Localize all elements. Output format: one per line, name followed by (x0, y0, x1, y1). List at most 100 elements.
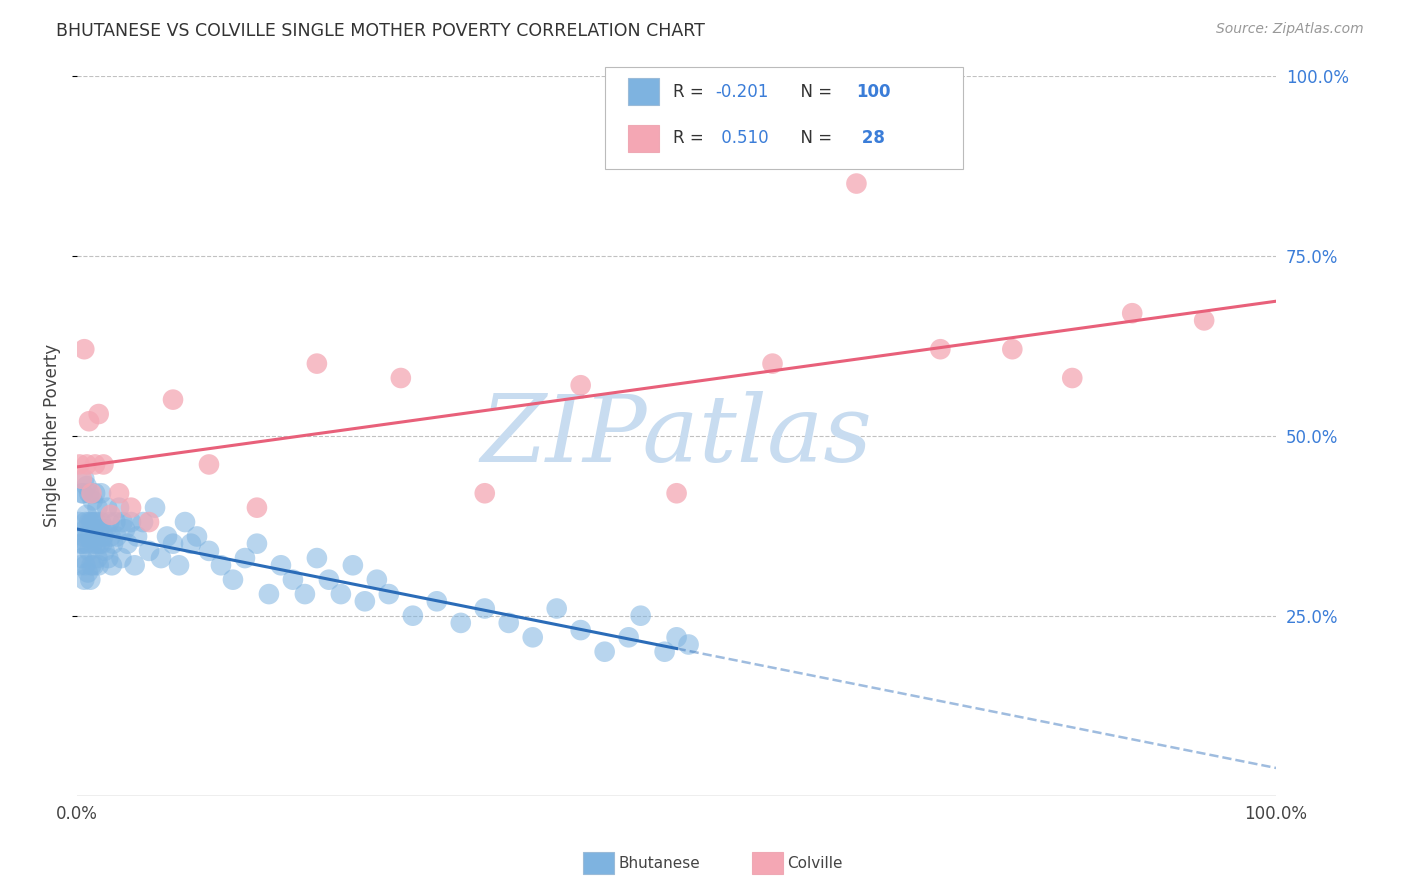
Point (75, 558, 97, 573)
Point (108, 500, 131, 515)
Point (75, 522, 97, 536)
Point (87, 522, 110, 536)
Point (86, 551, 108, 566)
Point (593, 645, 616, 659)
Point (117, 537, 139, 551)
Text: R =: R = (673, 83, 710, 101)
Point (84, 515, 107, 529)
Point (180, 537, 202, 551)
Point (76, 458, 98, 472)
Point (73, 342, 96, 356)
Point (72, 529, 94, 543)
Point (845, 177, 868, 191)
Point (630, 608, 652, 623)
Point (76, 508, 98, 522)
Point (70, 472, 93, 486)
Point (162, 537, 184, 551)
Point (91, 537, 114, 551)
Text: 28: 28 (856, 129, 886, 147)
Point (90, 515, 112, 529)
Point (104, 515, 127, 529)
Point (474, 486, 496, 500)
Point (198, 544, 221, 558)
Point (353, 594, 375, 608)
Point (143, 500, 166, 515)
Point (93, 458, 115, 472)
Point (329, 587, 352, 601)
Point (111, 515, 134, 529)
Point (246, 500, 269, 515)
Point (84, 537, 107, 551)
Point (305, 551, 328, 566)
Point (222, 573, 245, 587)
Point (1121, 306, 1143, 320)
Point (114, 522, 136, 536)
Point (84, 529, 107, 543)
Point (120, 515, 142, 529)
Point (82, 493, 104, 508)
Y-axis label: Single Mother Poverty: Single Mother Poverty (44, 344, 60, 527)
Point (389, 371, 412, 385)
Point (98, 515, 121, 529)
Point (569, 623, 592, 637)
Point (402, 608, 425, 623)
Point (76, 479, 98, 493)
Point (569, 378, 592, 392)
Point (77, 544, 100, 558)
Point (77, 486, 100, 500)
Point (156, 529, 179, 543)
Point (378, 587, 401, 601)
Point (93, 529, 115, 543)
Point (125, 529, 148, 543)
Point (929, 342, 952, 356)
Point (87, 558, 110, 573)
Point (72, 486, 94, 500)
Point (76, 537, 98, 551)
Point (318, 573, 340, 587)
Point (522, 630, 544, 644)
Point (342, 558, 364, 573)
Text: -0.201: -0.201 (716, 83, 769, 101)
Point (84, 486, 107, 500)
Point (366, 573, 388, 587)
Point (108, 486, 131, 500)
Point (70, 486, 93, 500)
Point (83, 515, 105, 529)
Point (72, 537, 94, 551)
Point (1192, 313, 1215, 327)
Point (305, 357, 328, 371)
Point (89, 537, 111, 551)
Point (665, 630, 688, 644)
Point (498, 615, 520, 630)
Text: ZIPatlas: ZIPatlas (481, 391, 873, 481)
Point (73, 472, 96, 486)
Point (79, 529, 101, 543)
Point (80, 558, 103, 573)
Point (70, 551, 93, 566)
Point (110, 551, 132, 566)
Text: Source: ZipAtlas.com: Source: ZipAtlas.com (1216, 22, 1364, 37)
Point (97, 551, 120, 566)
Text: N =: N = (790, 83, 838, 101)
Point (77, 515, 100, 529)
Point (654, 645, 676, 659)
Point (93, 544, 115, 558)
Point (138, 544, 160, 558)
Point (105, 529, 128, 543)
Point (150, 551, 173, 566)
Point (474, 601, 496, 615)
Point (77, 566, 100, 580)
Text: BHUTANESE VS COLVILLE SINGLE MOTHER POVERTY CORRELATION CHART: BHUTANESE VS COLVILLE SINGLE MOTHER POVE… (56, 22, 706, 40)
Point (77, 529, 100, 543)
Point (94, 522, 117, 536)
Point (138, 515, 160, 529)
Point (101, 537, 124, 551)
Point (69, 558, 91, 573)
Point (90, 486, 112, 500)
Point (1062, 371, 1084, 385)
Point (257, 587, 280, 601)
Point (546, 601, 568, 615)
Point (79, 573, 101, 587)
Point (86, 500, 108, 515)
Point (69, 537, 91, 551)
